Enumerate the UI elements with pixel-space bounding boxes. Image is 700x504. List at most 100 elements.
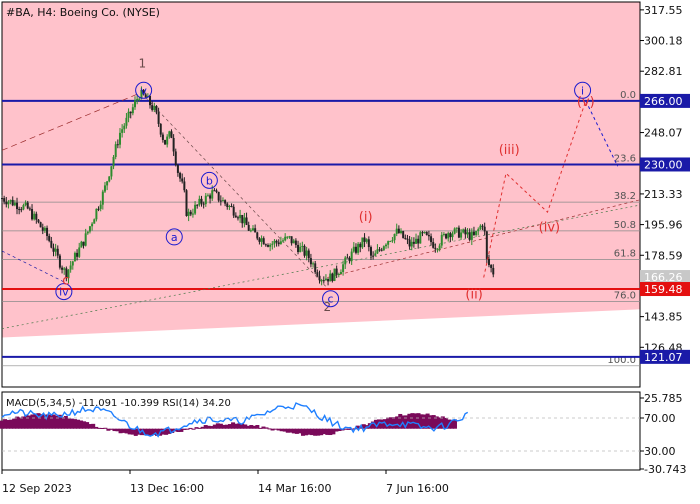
macd-bar (12, 418, 17, 429)
candle-body (155, 105, 158, 113)
candle-body (329, 273, 332, 282)
macd-bar (224, 424, 229, 429)
macd-bar (373, 419, 378, 429)
macd-bar (91, 423, 96, 429)
macd-bar (285, 428, 290, 433)
forecast-blue-path (585, 100, 619, 167)
candle-body (297, 244, 300, 253)
candle-body (196, 204, 199, 206)
candle-body (395, 228, 398, 234)
candle-body (108, 176, 111, 182)
candle-body (103, 185, 106, 192)
candle-body (324, 278, 327, 281)
candle-body (320, 280, 323, 282)
candle-body (316, 272, 319, 276)
candle-body (322, 280, 325, 282)
candle-body (434, 247, 437, 250)
candle-body (279, 241, 282, 245)
y-tick-label: 213.33 (644, 188, 683, 201)
candle-body (245, 217, 248, 225)
macd-bar (36, 413, 41, 429)
macd-bar (355, 425, 360, 429)
candle-body (48, 235, 51, 241)
macd-bar (88, 424, 93, 429)
candle-body (123, 125, 126, 130)
candle-body (290, 236, 293, 244)
candle-body (131, 107, 134, 114)
candle-body (305, 250, 308, 256)
candle-body (468, 232, 471, 240)
macd-bar (164, 428, 169, 435)
candle-body (129, 111, 132, 114)
wave-circle-blue (322, 290, 340, 308)
macd-bar (452, 419, 457, 429)
candle-body (189, 211, 192, 215)
candle-body (267, 245, 270, 247)
candle-body (264, 244, 267, 246)
macd-bar (109, 428, 114, 430)
candle-body (417, 238, 420, 244)
candle-body (144, 94, 147, 98)
candle-body (254, 228, 257, 233)
macd-bar (294, 428, 299, 434)
candle-body (378, 249, 381, 251)
candle-body (198, 198, 201, 205)
candle-body (239, 214, 242, 219)
macd-bar (331, 428, 336, 435)
candle-body (451, 233, 454, 238)
wave-label-primary: 2 (324, 300, 332, 314)
candle-body (327, 278, 330, 282)
candle-body (138, 98, 141, 100)
macd-bar (255, 425, 260, 429)
candle-body (460, 232, 463, 238)
candle-body (344, 257, 347, 265)
macd-bar (103, 427, 108, 429)
candle-body (101, 191, 104, 205)
macd-bar (15, 416, 20, 429)
y-tick-label: 317.55 (644, 4, 683, 17)
indicator-tick-label: 30.00 (644, 445, 676, 458)
fib-label: 61.8 (614, 248, 636, 259)
candle-body (217, 191, 220, 201)
candle-body (142, 89, 145, 95)
candle-body (194, 204, 197, 214)
price-flag (640, 157, 690, 172)
wave-label-red: (ii) (465, 288, 482, 303)
macd-bar (449, 419, 454, 429)
candle-body (159, 123, 162, 135)
macd-bar (60, 417, 65, 429)
candle-body (249, 230, 252, 232)
macd-bar (194, 427, 199, 429)
y-tick-label: 195.96 (644, 219, 683, 232)
macd-bar (121, 428, 126, 433)
x-tick-label: 14 Mar 16:00 (258, 482, 331, 495)
macd-bar (9, 419, 14, 429)
candle-body (372, 255, 375, 257)
macd-bar (212, 424, 217, 429)
price-flag (640, 270, 690, 285)
macd-bar (425, 413, 430, 429)
indicator-title: MACD(5,34,5) -11.091 -10.399 RSI(14) 34.… (6, 398, 231, 409)
candle-body (236, 217, 239, 219)
macd-bar (155, 428, 160, 436)
macd-bar (322, 428, 327, 435)
candle-body (397, 228, 400, 234)
price-frame (1, 1, 641, 388)
candle-body (357, 243, 360, 253)
wave-label-red: c (62, 274, 69, 289)
x-tick-label: 12 Sep 2023 (2, 482, 72, 495)
candle-body (43, 227, 46, 231)
macd-bar (240, 423, 245, 429)
candle-body (99, 204, 102, 209)
candle-body (408, 239, 411, 247)
macd-bar (297, 428, 302, 434)
fib-label: 38.2 (614, 191, 636, 202)
candle-body (455, 227, 458, 229)
macd-bar (249, 425, 254, 429)
wave-circle-blue (165, 228, 183, 246)
candle-body (337, 273, 340, 275)
macd-bar (97, 427, 102, 429)
candle-body (402, 231, 405, 238)
macd-bar (346, 428, 351, 430)
candle-body (3, 198, 6, 202)
